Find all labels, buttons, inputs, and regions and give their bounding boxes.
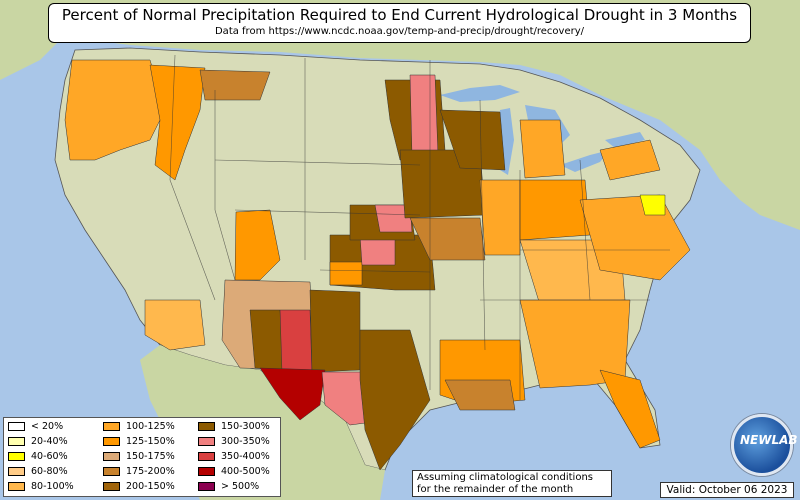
oklahoma-west-region — [329, 261, 363, 286]
state-lines — [169, 54, 670, 400]
legend-label: 150-175% — [126, 451, 175, 462]
legend-item: 20-40% — [8, 436, 68, 447]
legend-swatch — [103, 467, 120, 476]
legend-label: 60-80% — [31, 466, 68, 477]
assumption-note: Assuming climatological conditions for t… — [412, 470, 612, 497]
legend-swatch — [103, 422, 120, 431]
legend-swatch — [198, 482, 215, 491]
legend-item: 40-60% — [8, 451, 68, 462]
legend-item: 200-150% — [103, 481, 175, 492]
legend-label: 100-125% — [126, 421, 175, 432]
legend-item: > 500% — [198, 481, 259, 492]
legend-label: 80-100% — [31, 481, 74, 492]
legend-swatch — [8, 467, 25, 476]
legend-label: 175-200% — [126, 466, 175, 477]
legend-item: 150-175% — [103, 451, 175, 462]
michigan-region — [519, 119, 566, 179]
legend-item: 150-300% — [198, 421, 270, 432]
legend-label: 150-300% — [221, 421, 270, 432]
maryland-region — [639, 194, 666, 216]
legend-item: 100-125% — [103, 421, 175, 432]
west-texas-region — [279, 309, 313, 376]
legend-label: 400-500% — [221, 466, 270, 477]
illinois-region — [479, 179, 521, 256]
lake-superior — [440, 85, 520, 102]
legend-swatch — [8, 422, 25, 431]
legend-swatch — [198, 437, 215, 446]
legend-item: 300-350% — [198, 436, 270, 447]
louisiana-region — [444, 379, 516, 411]
legend-label: 20-40% — [31, 436, 68, 447]
legend-item: 350-400% — [198, 451, 270, 462]
legend-label: < 20% — [31, 421, 64, 432]
legend-swatch — [103, 437, 120, 446]
note-line-2: for the remainder of the month — [417, 484, 574, 495]
legend-swatch — [198, 422, 215, 431]
legend-item: 400-500% — [198, 466, 270, 477]
canada-land — [0, 0, 800, 230]
florida-region — [599, 369, 661, 449]
title-box: Percent of Normal Precipitation Required… — [48, 3, 751, 43]
legend-label: 200-150% — [126, 481, 175, 492]
note-line-1: Assuming climatological conditions — [417, 472, 593, 483]
missouri-region — [409, 217, 486, 261]
legend-label: 300-350% — [221, 436, 270, 447]
drought-regions — [64, 59, 691, 471]
logo — [731, 414, 793, 476]
logo-text: NEWLAB — [740, 433, 798, 447]
legend-swatch — [198, 467, 215, 476]
legend-swatch — [103, 452, 120, 461]
legend-label: > 500% — [221, 481, 260, 492]
legend-label: 125-150% — [126, 436, 175, 447]
map-title: Percent of Normal Precipitation Required… — [61, 6, 738, 24]
new-england-region — [599, 139, 661, 181]
lake-ontario — [605, 132, 645, 148]
north-montana-region — [199, 69, 271, 101]
legend-swatch — [198, 452, 215, 461]
legend-swatch — [103, 482, 120, 491]
legend-item: 125-150% — [103, 436, 175, 447]
legend-item: 60-80% — [8, 466, 68, 477]
new-mexico-region — [249, 309, 286, 371]
legend-item: 80-100% — [8, 481, 74, 492]
texas-north-region — [309, 289, 361, 373]
nebraska-pink-region — [374, 204, 413, 233]
map-subtitle: Data from https://www.ncdc.noaa.gov/temp… — [214, 26, 585, 37]
legend-item: 175-200% — [103, 466, 175, 477]
legend-swatch — [8, 437, 25, 446]
legend-label: 40-60% — [31, 451, 68, 462]
legend-item: < 20% — [8, 421, 63, 432]
arizona-region — [144, 299, 206, 351]
legend-swatch — [8, 452, 25, 461]
minnesota-pink-region — [409, 74, 439, 156]
colorado-region — [234, 209, 281, 281]
valid-date: Valid: October 06 2023 — [660, 482, 794, 498]
big-bend-region — [259, 367, 326, 421]
indiana-ohio-region — [519, 179, 591, 241]
lake-erie — [560, 150, 610, 172]
legend-swatch — [8, 482, 25, 491]
legend: < 20% 20-40% 40-60% 60-80% 80-100% 100-125% 12… — [3, 417, 281, 497]
legend-label: 350-400% — [221, 451, 270, 462]
east-texas-region — [359, 329, 431, 471]
